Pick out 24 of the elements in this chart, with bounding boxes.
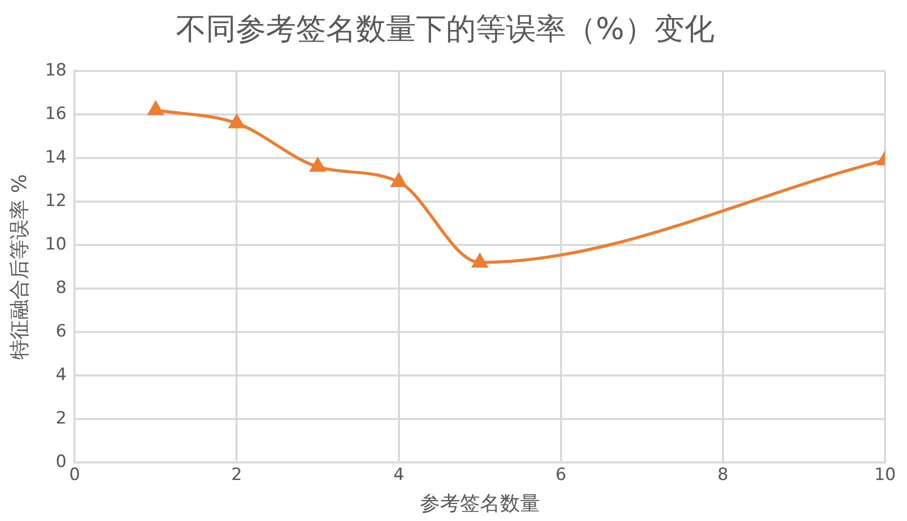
y-tick-label: 18 — [44, 60, 67, 80]
y-tick-label: 12 — [44, 190, 67, 211]
y-tick-label: 2 — [56, 408, 67, 429]
y-tick-label: 16 — [44, 104, 67, 124]
point — [391, 173, 406, 187]
point — [472, 254, 488, 268]
x-tick-label: 2 — [231, 465, 242, 486]
point — [310, 158, 326, 172]
x-tick-label: 0 — [69, 465, 80, 486]
y-tick-label: 10 — [44, 234, 67, 254]
x-tick-label: 6 — [555, 465, 566, 486]
y-tick-label: 0 — [56, 452, 67, 472]
x-tick-label: 8 — [718, 465, 728, 486]
point — [229, 114, 244, 128]
y-tick-label: 4 — [56, 365, 67, 385]
y-tick-label: 8 — [56, 278, 67, 298]
point — [148, 102, 164, 116]
x-tick-label: 10 — [874, 465, 896, 486]
y-tick-label: 14 — [44, 147, 67, 168]
y-axis-title: 特征融合后等误率 % — [7, 174, 32, 360]
y-tick-label: 6 — [56, 321, 67, 342]
x-axis-title: 参考签名数量 — [420, 491, 540, 516]
x-tick-label: 4 — [393, 465, 404, 486]
chart-title: 不同参考签名数量下的等误率（%）变化 — [176, 12, 714, 47]
